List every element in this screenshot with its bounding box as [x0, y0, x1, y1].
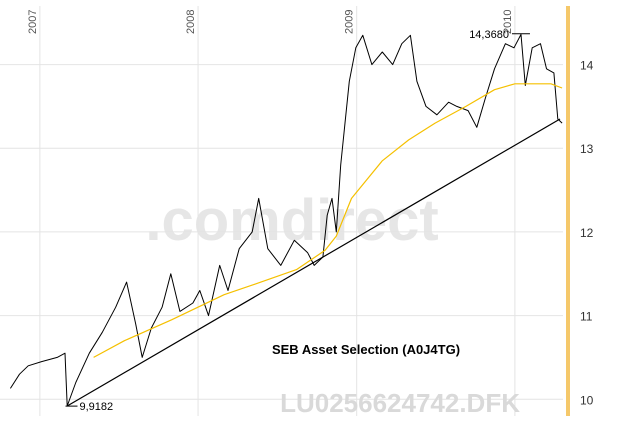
series-line-price	[9, 33, 563, 407]
fund-name-label: SEB Asset Selection (A0J4TG)	[272, 342, 460, 357]
isin-watermark: LU0256624742.DFK	[280, 388, 520, 416]
label-layer: SEB Asset Selection (A0J4TG) LU025662474…	[65, 29, 530, 418]
y-tick-label: 14	[580, 59, 594, 73]
watermark-layer: .comdirect	[145, 188, 438, 253]
y-tick-label: 12	[580, 226, 594, 240]
series-layer	[9, 33, 563, 407]
brand-watermark: .comdirect	[145, 188, 438, 253]
x-tick-label: 2008	[185, 10, 197, 34]
min-value-label: 9,9182	[80, 401, 114, 413]
max-value-label: 14,3680	[469, 29, 509, 41]
grid-layer: 10 11 12 13 14 2007 2008 2009 2010	[0, 6, 594, 416]
series-line-trendline	[66, 118, 561, 407]
series-line-moving-average	[93, 83, 563, 358]
y-tick-label: 10	[580, 393, 594, 407]
x-tick-label: 2009	[344, 10, 356, 34]
x-tick-label: 2010	[502, 10, 514, 34]
y-tick-label: 11	[580, 310, 593, 324]
current-date-marker	[566, 6, 570, 416]
x-tick-label: 2007	[27, 10, 39, 34]
y-tick-label: 13	[580, 142, 594, 156]
